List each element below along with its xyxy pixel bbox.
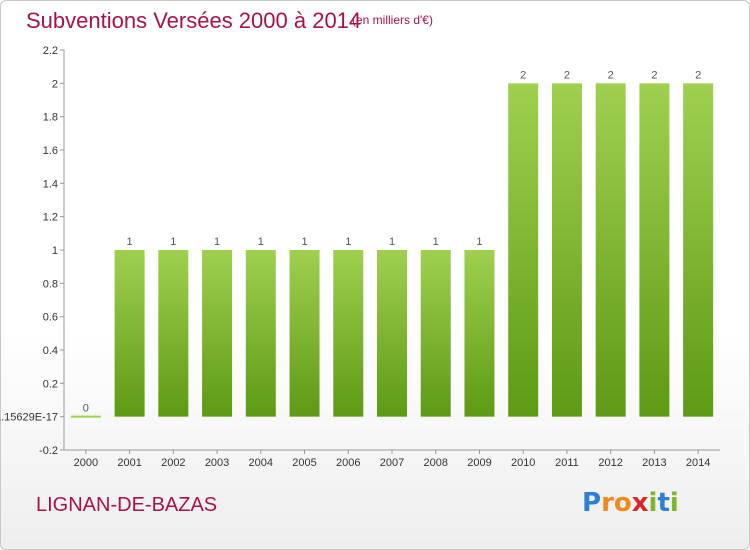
bar-data-label: 2 — [564, 69, 570, 81]
bar — [158, 250, 189, 417]
x-tick-label: 2002 — [161, 457, 185, 469]
bar — [377, 250, 407, 417]
y-tick-label: 1.2 — [43, 212, 58, 224]
y-tick-label: 2.2 — [43, 45, 58, 57]
x-tick-label: 2009 — [467, 457, 491, 469]
bar — [202, 250, 233, 417]
bar — [333, 250, 364, 417]
bar-data-label: 1 — [127, 236, 133, 248]
bar-data-label: 1 — [170, 236, 176, 248]
chart-unit: (en milliers d'€) — [352, 13, 433, 27]
logo-letter: P — [582, 488, 602, 518]
bar-data-label: 1 — [214, 236, 220, 248]
x-tick-label: 2008 — [423, 457, 447, 469]
y-tick-label: -0.2 — [39, 445, 58, 457]
x-tick-label: 2014 — [686, 457, 710, 469]
bar — [114, 250, 145, 417]
x-tick-label: 2003 — [205, 457, 229, 469]
x-tick-label: 2012 — [598, 457, 622, 469]
bar-data-label: 1 — [258, 236, 264, 248]
y-tick-label: 0.6 — [43, 312, 58, 324]
y-tick-label: 0.8 — [43, 278, 58, 290]
logo-letter: t — [657, 488, 670, 518]
x-tick-label: 2001 — [117, 457, 141, 469]
bar-data-label: 1 — [345, 236, 351, 248]
bar — [551, 83, 582, 417]
y-tick-label: 0.2 — [43, 378, 58, 390]
bar — [420, 250, 451, 417]
y-tick-label: 1.6 — [43, 145, 58, 157]
x-tick-label: 2006 — [336, 457, 360, 469]
x-tick-label: 2010 — [511, 457, 535, 469]
bar-data-label: 2 — [608, 69, 614, 81]
bar-data-label: 1 — [476, 236, 482, 248]
bar — [639, 83, 670, 417]
x-tick-label: 2004 — [249, 457, 273, 469]
x-tick-label: 2007 — [380, 457, 404, 469]
bar-data-label: 2 — [651, 69, 657, 81]
bar-data-label: 2 — [695, 69, 701, 81]
x-tick-label: 2005 — [292, 457, 316, 469]
bar-data-label: 0 — [83, 403, 89, 415]
bar — [508, 83, 539, 417]
logo-letter: i — [648, 488, 658, 518]
y-tick-label: 2 — [52, 78, 58, 90]
bar-data-label: 1 — [389, 236, 395, 248]
y-tick-label: -1.15629E-17 — [0, 412, 58, 424]
y-tick-label: 1.8 — [43, 112, 58, 124]
bar — [595, 83, 626, 417]
bar — [683, 83, 714, 417]
bar — [245, 250, 276, 417]
logo-letter: x — [631, 488, 649, 518]
bar-data-label: 1 — [301, 236, 307, 248]
y-tick-label: 1.4 — [43, 178, 58, 190]
bar-data-label: 2 — [520, 69, 526, 81]
bar — [289, 250, 320, 417]
x-tick-label: 2000 — [74, 457, 98, 469]
bar — [464, 250, 495, 417]
x-tick-label: 2013 — [642, 457, 666, 469]
chart-title: Subventions Versées 2000 à 2014 — [26, 8, 362, 33]
logo-letter: i — [669, 488, 679, 518]
logo-letter: r — [601, 488, 614, 518]
y-tick-label: 1 — [52, 245, 58, 257]
bar-data-label: 1 — [433, 236, 439, 248]
logo-letter: o — [613, 488, 632, 518]
commune-name: LIGNAN-DE-BAZAS — [36, 494, 218, 516]
y-tick-label: 0.4 — [43, 345, 58, 357]
x-tick-label: 2011 — [555, 457, 579, 469]
proxiti-logo[interactable]: Proxiti — [582, 488, 679, 518]
